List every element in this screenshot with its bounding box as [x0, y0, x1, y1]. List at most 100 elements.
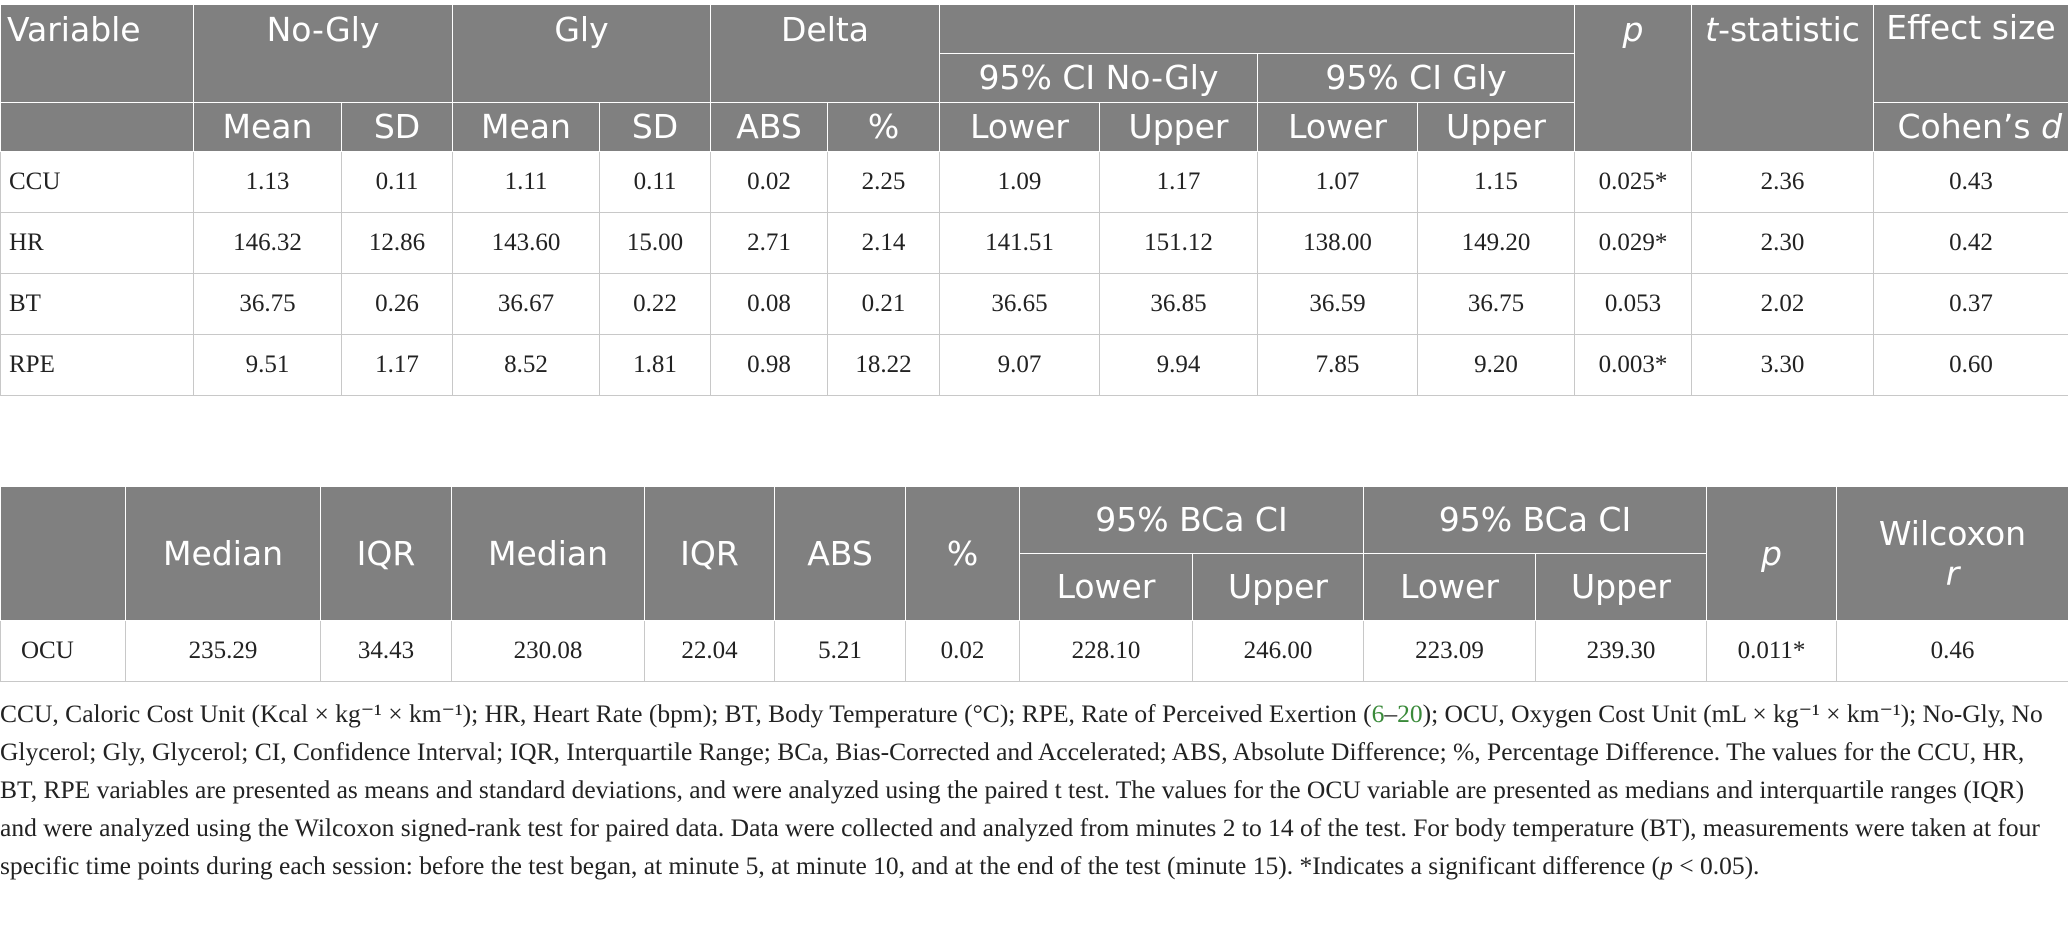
table-cell: 239.30 [1535, 620, 1707, 682]
table-cell: 9.51 [193, 334, 342, 396]
header-variable: Variable [0, 4, 194, 103]
footnote-text-3: < 0.05). [1672, 851, 1760, 880]
r-symbol: r [1945, 553, 1960, 593]
table-cell: 0.21 [826, 273, 941, 335]
table-cell: 0.08 [710, 273, 828, 335]
reference-link-6[interactable]: 6 [1371, 699, 1385, 728]
table-cell: 1.07 [1257, 151, 1419, 213]
footnote-text-1: CCU, Caloric Cost Unit (Kcal × kg⁻¹ × km… [0, 699, 1372, 728]
wilcoxon-label: Wilcoxon [1878, 513, 2027, 553]
table-cell: 1.15 [1417, 151, 1576, 213]
header-ci-spacer [939, 4, 1576, 54]
results-table-nonparametric: Median IQR Median IQR ABS % 95% BCa CI 9… [0, 486, 2068, 682]
table-cell: 143.60 [452, 212, 600, 274]
header-upper: Upper [1535, 553, 1707, 621]
row-label: OCU [0, 620, 126, 682]
t-symbol: t [1705, 10, 1719, 49]
header-percent: % [826, 102, 941, 152]
header-iqr: IQR [320, 486, 452, 621]
table-row: RPE 9.51 1.17 8.52 1.81 0.98 18.22 9.07 9.94 7.85… [0, 334, 2068, 396]
table1-body: CCU 1.13 0.11 1.11 0.11 0.02 2.25 1.09 1.17 1.07 1… [0, 151, 2068, 396]
table-cell: 18.22 [826, 334, 941, 396]
table-cell: 36.75 [193, 273, 342, 335]
table-cell: 1.13 [193, 151, 342, 213]
header-abs: ABS [774, 486, 906, 621]
header-iqr: IQR [644, 486, 775, 621]
table-cell: 0.60 [1873, 334, 2068, 396]
table-cell: 2.14 [826, 212, 941, 274]
header-lower: Lower [1363, 553, 1536, 621]
header-upper: Upper [1099, 102, 1259, 152]
header-upper: Upper [1192, 553, 1364, 621]
header-delta: Delta [709, 4, 941, 103]
footnote-dash: – [1384, 699, 1398, 728]
table-cell: 9.94 [1099, 334, 1259, 396]
table-cell: 223.09 [1363, 620, 1536, 682]
table-cell: 146.32 [193, 212, 342, 274]
table-cell: 0.37 [1873, 273, 2068, 335]
table-cell: 34.43 [320, 620, 452, 682]
header-p: p [1574, 4, 1693, 152]
table-cell: 235.29 [125, 620, 321, 682]
table-cell: 9.20 [1417, 334, 1576, 396]
table2-body: OCU 235.29 34.43 230.08 22.04 5.21 0.02 228.10 2… [0, 620, 2068, 682]
header-bca-ci-no-gly: 95% BCa CI [1019, 486, 1364, 554]
header-percent: % [905, 486, 1020, 621]
table-cell: 0.011* [1706, 620, 1837, 682]
table-cell: 1.81 [599, 334, 711, 396]
header-effect-size: Effect size [1873, 4, 2068, 103]
table-cell: 0.42 [1873, 212, 2068, 274]
table-cell: 1.17 [1099, 151, 1259, 213]
header-p: p [1706, 486, 1837, 621]
header-median: Median [451, 486, 645, 621]
header-bca-ci-gly: 95% BCa CI [1363, 486, 1707, 554]
header-mean: Mean [452, 102, 600, 152]
row-label: HR [0, 212, 194, 274]
table-cell: 0.02 [710, 151, 828, 213]
header-lower: Lower [1257, 102, 1419, 152]
table-cell: 138.00 [1257, 212, 1419, 274]
header-upper: Upper [1417, 102, 1576, 152]
table-cell: 0.26 [341, 273, 453, 335]
table-cell: 36.85 [1099, 273, 1259, 335]
header-ci-no-gly: 95% CI No-Gly [939, 53, 1259, 103]
table-row: OCU 235.29 34.43 230.08 22.04 5.21 0.02 228.10 2… [0, 620, 2068, 682]
table-cell: 0.053 [1574, 273, 1693, 335]
table-cell: 36.75 [1417, 273, 1576, 335]
t-statistic-label: -statistic [1718, 10, 1860, 49]
header-sd: SD [341, 102, 453, 152]
table-cell: 0.029* [1574, 212, 1693, 274]
header-t-statistic: t-statistic [1691, 4, 1875, 152]
header-variable-blank [0, 102, 194, 152]
results-table-parametric: Variable No-Gly Gly Delta p t-statistic … [0, 4, 2068, 396]
header-cohens-d: Cohen’s d [1873, 102, 2068, 152]
header-sd: SD [599, 102, 711, 152]
table-row: BT 36.75 0.26 36.67 0.22 0.08 0.21 36.65 36.85 36… [0, 273, 2068, 335]
table-cell: 0.11 [599, 151, 711, 213]
table-cell: 15.00 [599, 212, 711, 274]
header-ci-gly: 95% CI Gly [1257, 53, 1576, 103]
table-cell: 141.51 [939, 212, 1101, 274]
table-cell: 1.11 [452, 151, 600, 213]
table-cell: 12.86 [341, 212, 453, 274]
footnote-p-symbol: p [1660, 851, 1673, 880]
table-cell: 0.43 [1873, 151, 2068, 213]
table-row: HR 146.32 12.86 143.60 15.00 2.71 2.14 141.51 15… [0, 212, 2068, 274]
header-lower: Lower [1019, 553, 1193, 621]
reference-link-20[interactable]: 20 [1397, 699, 1423, 728]
table-cell: 149.20 [1417, 212, 1576, 274]
table-cell: 2.02 [1691, 273, 1875, 335]
header-lower: Lower [939, 102, 1101, 152]
header-gly: Gly [452, 4, 711, 103]
table-cell: 0.025* [1574, 151, 1693, 213]
table-cell: 36.59 [1257, 273, 1419, 335]
table-cell: 2.36 [1691, 151, 1875, 213]
table-cell: 36.67 [452, 273, 600, 335]
table-cell: 2.25 [826, 151, 941, 213]
footnote-text-2: ); OCU, Oxygen Cost Unit (mL × kg⁻¹ × km… [0, 699, 2043, 880]
table-cell: 230.08 [451, 620, 645, 682]
header-mean: Mean [193, 102, 342, 152]
table-cell: 151.12 [1099, 212, 1259, 274]
table-cell: 0.11 [341, 151, 453, 213]
table-cell: 7.85 [1257, 334, 1419, 396]
